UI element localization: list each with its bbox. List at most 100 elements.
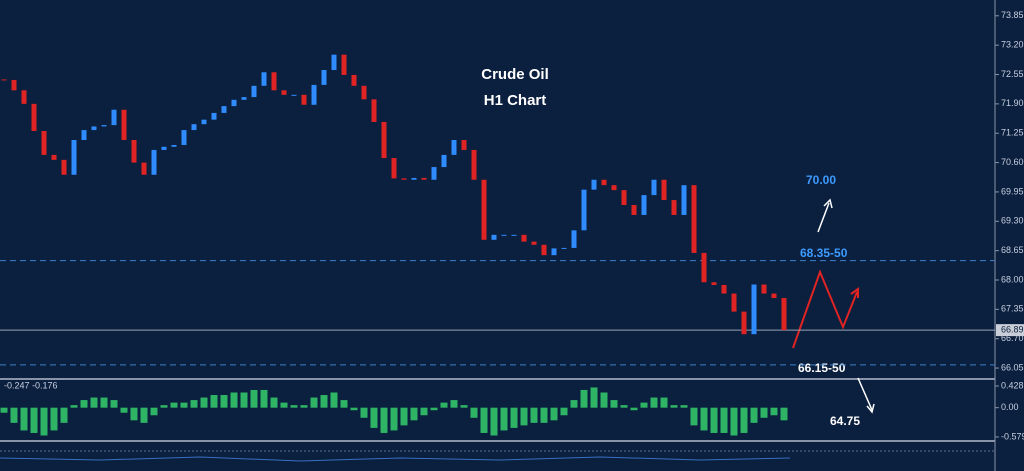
- candle: [741, 311, 747, 335]
- candle: [391, 158, 397, 179]
- y-tick-label: 69.95: [1001, 186, 1024, 196]
- histogram-bar: [400, 407, 408, 426]
- candle: [451, 140, 457, 155]
- arrow: [792, 269, 858, 349]
- histogram-bar: [100, 397, 108, 408]
- histogram-bar: [450, 400, 458, 408]
- candle: [41, 130, 47, 155]
- candle: [181, 130, 187, 145]
- histogram-bar: [580, 389, 588, 408]
- histogram-bar: [750, 407, 758, 423]
- candle: [201, 119, 207, 125]
- histogram-bar: [160, 405, 168, 408]
- histogram-bar: [460, 405, 468, 408]
- histogram-bar: [140, 407, 148, 423]
- histogram-bar: [640, 402, 648, 408]
- candle: [311, 84, 317, 105]
- candle: [471, 149, 477, 180]
- candle: [641, 195, 647, 215]
- sub-indicator: [0, 456, 791, 462]
- arrow-head: [866, 403, 875, 414]
- histogram-bar: [370, 407, 378, 428]
- arrow-head: [823, 198, 833, 209]
- candle: [221, 106, 227, 113]
- histogram-bar: [30, 407, 38, 433]
- histogram-bar: [490, 407, 498, 436]
- histogram-bar: [230, 392, 238, 408]
- histogram-bar: [540, 407, 548, 423]
- histogram-bar: [600, 392, 608, 408]
- candle: [621, 190, 627, 206]
- candle: [441, 154, 447, 168]
- candle: [731, 293, 737, 312]
- candle: [401, 178, 407, 180]
- candle: [681, 185, 687, 215]
- y-tick-label: 71.90: [1001, 98, 1024, 108]
- arrow: [857, 377, 873, 411]
- histogram-bar: [180, 402, 188, 408]
- histogram-bar: [660, 397, 668, 408]
- histogram-bar: [670, 405, 678, 408]
- histogram-bar: [650, 397, 658, 408]
- candle: [351, 74, 357, 86]
- histogram-bar: [530, 407, 538, 423]
- candle: [371, 99, 377, 122]
- annotation: 70.00: [806, 173, 836, 187]
- y-tick-label: 69.30: [1001, 216, 1024, 226]
- candle: [501, 234, 507, 236]
- chart-subtitle: H1 Chart: [484, 92, 547, 109]
- candle: [491, 234, 497, 240]
- candle: [751, 284, 757, 335]
- candle: [521, 234, 527, 242]
- y-tick-label: 68.00: [1001, 274, 1024, 284]
- candle: [171, 144, 177, 147]
- histogram-bar: [740, 407, 748, 433]
- y-tick-label: 0.00: [1001, 402, 1019, 412]
- candle: [431, 167, 437, 180]
- last-price-label: 66.89: [1001, 325, 1024, 335]
- histogram-bar: [270, 397, 278, 408]
- candle: [421, 177, 427, 180]
- y-tick-label: 67.35: [1001, 304, 1024, 314]
- histogram-bar: [290, 405, 298, 408]
- histogram-bar: [350, 407, 358, 411]
- candle: [561, 247, 567, 249]
- y-tick-label: 72.55: [1001, 69, 1024, 79]
- histogram-bar: [710, 407, 718, 433]
- y-tick-label: 68.65: [1001, 245, 1024, 255]
- histogram-bar: [240, 392, 248, 408]
- histogram-bar: [330, 392, 338, 408]
- histogram-bar: [110, 400, 118, 408]
- histogram-bar: [340, 400, 348, 408]
- y-tick-label: 0.428: [1001, 380, 1024, 390]
- histogram-bar: [380, 407, 388, 433]
- candle: [771, 293, 777, 299]
- candle: [701, 252, 707, 283]
- candle: [411, 177, 417, 180]
- annotation: 66.15-50: [798, 361, 846, 375]
- candle: [571, 230, 577, 248]
- histogram-bar: [430, 407, 438, 411]
- candle: [321, 70, 327, 85]
- histogram-bar: [410, 407, 418, 421]
- candle: [51, 154, 57, 160]
- histogram-bar: [700, 407, 708, 431]
- candle: [301, 94, 307, 105]
- histogram-bar: [510, 407, 518, 428]
- histogram-bar: [620, 405, 628, 408]
- candle: [531, 241, 537, 245]
- candle: [71, 140, 77, 175]
- histogram-bar: [70, 405, 78, 408]
- candle: [631, 205, 637, 215]
- candle: [101, 125, 107, 127]
- candle: [601, 179, 607, 186]
- y-tick-label: 66.05: [1001, 362, 1024, 372]
- y-tick-label: 70.60: [1001, 157, 1024, 167]
- histogram-bar: [310, 397, 318, 408]
- candle: [251, 85, 257, 98]
- histogram-bar: [130, 407, 138, 421]
- candle: [331, 54, 337, 70]
- candle: [111, 109, 117, 126]
